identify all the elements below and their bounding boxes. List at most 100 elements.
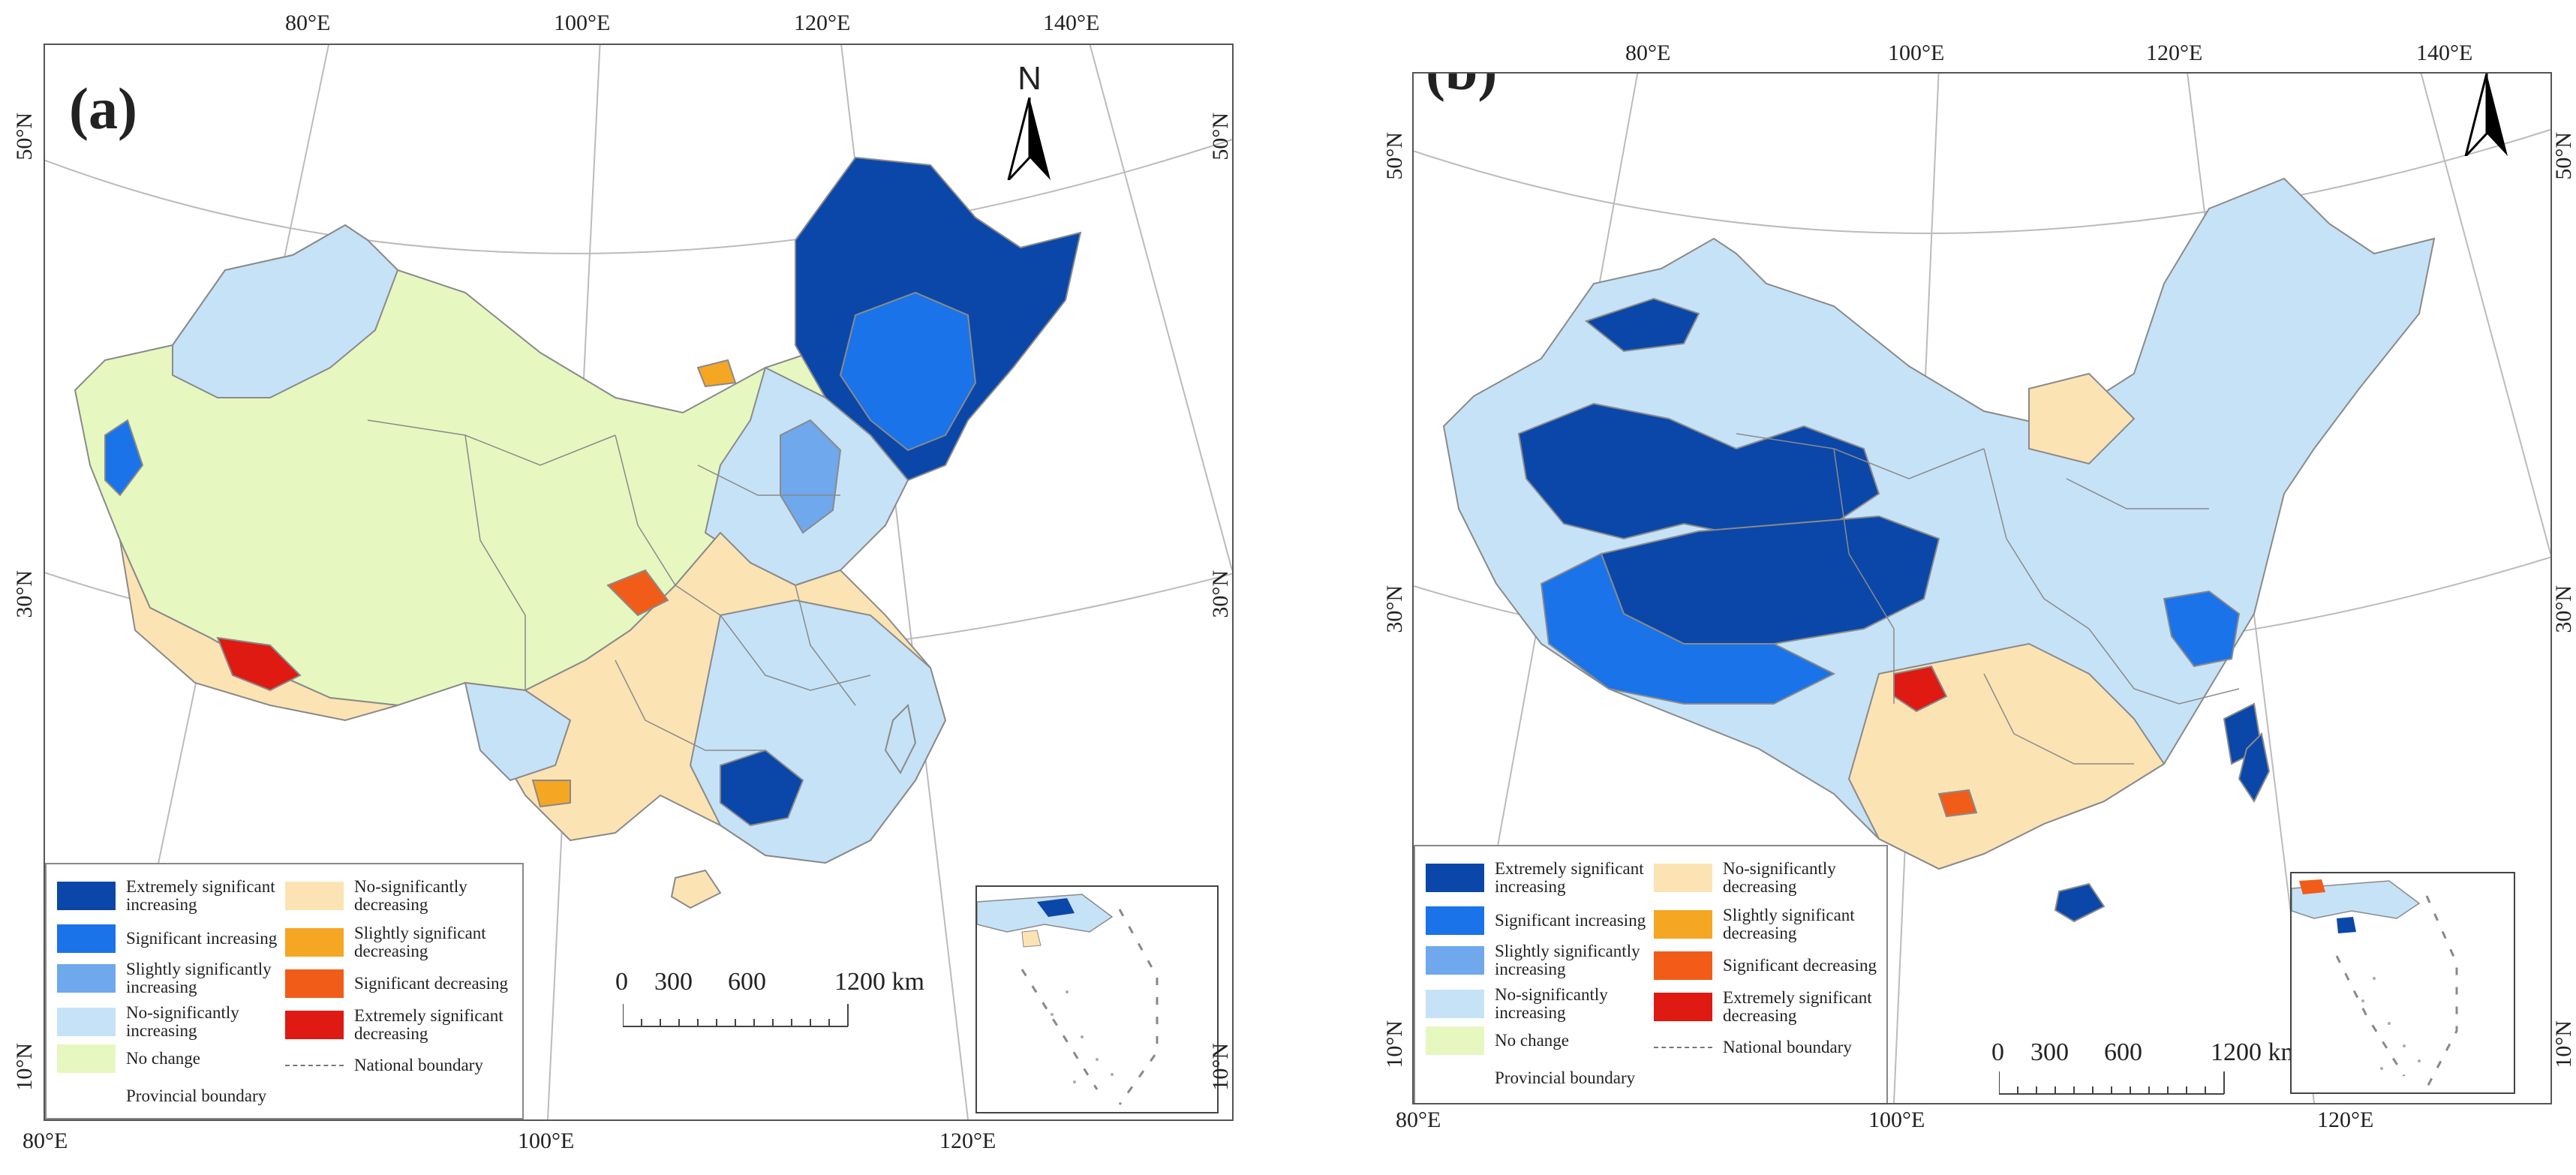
legend-label: National boundary [1723,1038,1852,1056]
region-tibet-decrease-a [216,636,302,692]
legend-label: Extremely significant increasing [1495,859,1644,896]
legend-swatch [1426,1064,1484,1092]
legend-label: Extremely significant decreasing [354,1006,503,1043]
legend-item: Extremely significant increasing [1426,860,1667,896]
scale-label: 600 [728,968,766,996]
legend-label: Slightly significant decreasing [354,924,486,960]
tick-top-a: 80°E [285,11,331,35]
region-north-xinjiang-b [1584,297,1700,353]
region-tibet-south-a [119,539,398,722]
tick-left-a: 10°N [12,1043,37,1091]
legend-item: Extremely significant increasing [57,878,299,914]
legend-label: No change [126,1049,200,1068]
legend-label: Provincial boundary [126,1086,267,1105]
map-b [1414,74,2550,1103]
inset-svg-a [977,894,1159,1105]
tick-bottom-b: 120°E [2317,1107,2374,1132]
legend-label: No change [1495,1031,1569,1050]
map-frame-a: (a) N Extremely significant increasing S… [44,44,1234,1121]
legend-label: Slightly significant decreasing [1723,906,1855,942]
legend-swatch [1426,864,1484,892]
panel-label-a: (a) [69,76,137,141]
tick-left-a: 30°N [12,570,37,618]
legend-swatch [285,928,344,957]
china-map-a [74,156,1082,909]
legend-swatch [285,969,344,998]
inset-svg-b [2292,879,2458,1089]
tick-top-b: 140°E [2416,41,2473,65]
north-arrow-icon [2464,74,2508,158]
legend-item: Slightly significantly increasing [1426,942,1667,978]
province-lines-b [1736,433,2240,765]
region-xinjiang-north-a [172,224,399,398]
tick-right-b: 10°N [2551,1020,2576,1068]
region-qinghai-decrease-a [606,569,669,617]
map-a [45,45,1232,1119]
region-yunnan-decrease-a [531,780,571,808]
legend-swatch [1654,1047,1712,1048]
legend-swatch [1426,906,1484,935]
tick-bottom-b: 80°E [1396,1107,1441,1132]
legend-label: No-significantly decreasing [1723,859,1836,896]
panel-a: (a) N Extremely significant increasing S… [0,0,1238,1175]
legend-item: Extremely significant decreasing [1654,989,1895,1025]
tick-right-b: 50°N [2551,132,2576,180]
tick-top-a: 120°E [794,11,851,35]
tick-top-a: 140°E [1043,11,1100,35]
scale-label: 300 [654,968,693,996]
region-guizhou-orange-b [1937,789,1978,818]
legend-label: No-significantly increasing [126,1003,239,1040]
legend-swatch [285,1065,344,1066]
tick-bottom-a: 100°E [518,1128,575,1153]
legend-swatch [57,924,116,953]
island-hainan-b [2054,882,2106,923]
tick-bottom-b: 100°E [1868,1107,1925,1132]
legend-b: Extremely significant increasing Signifi… [1414,845,1888,1103]
legend-label: National boundary [354,1056,483,1074]
tick-left-a: 50°N [12,113,37,161]
legend-label: Extremely significant decreasing [1723,988,1872,1025]
legend-item: No-significantly increasing [1426,986,1667,1022]
tick-right-a: 30°N [1208,570,1233,618]
legend-item: National boundary [1654,1038,1895,1056]
legend-swatch [57,964,116,993]
region-east-blue-b [2163,590,2241,668]
legend-label: Slightly significantly increasing [1495,942,1640,978]
region-north-decrease-b [2028,372,2136,465]
inset-map-b [2290,872,2515,1094]
legend-swatch [285,1011,344,1039]
legend-item: No change [57,1044,299,1073]
island-hainan-a [670,869,722,909]
legend-swatch [57,1044,116,1073]
legend-label: Slightly significantly increasing [126,960,272,996]
legend-item: National boundary [285,1056,527,1074]
parallel-50n-b [1414,128,2550,234]
tick-left-b: 30°N [1382,585,1407,633]
legend-item: Significant decreasing [1654,951,1895,980]
north-arrow-icon [1007,97,1051,182]
parallel-50n-a [45,138,1232,254]
tick-top-a: 100°E [554,11,611,35]
tick-left-b: 50°N [1382,132,1407,180]
tick-left-b: 10°N [1382,1020,1407,1068]
legend-label: Significant increasing [126,929,278,948]
legend-item: No-significantly decreasing [285,878,527,914]
province-lines-a [367,419,871,751]
legend-item: Extremely significant decreasing [285,1007,527,1043]
legend-item: Significant decreasing [285,969,527,998]
legend-item: Provincial boundary [57,1082,299,1110]
legend-label: Significant decreasing [354,974,509,993]
legend-item: Slightly significantly increasing [57,960,299,996]
region-northeast-decrease-a [696,359,737,388]
scale-bar-b: 0 300 600 1200 km [1991,1038,2307,1103]
legend-swatch [57,1082,116,1110]
scale-ruler [623,1004,849,1027]
legend-label: No-significantly decreasing [354,877,467,914]
island-taiwan-b [2238,732,2271,803]
legend-swatch [1426,1026,1484,1055]
region-northeast-mid-a [839,291,977,452]
legend-swatch [1654,993,1712,1021]
legend-swatch [1654,864,1712,892]
scale-label: 1200 km [2211,1038,2301,1066]
legend-item: Slightly significant decreasing [285,924,527,960]
